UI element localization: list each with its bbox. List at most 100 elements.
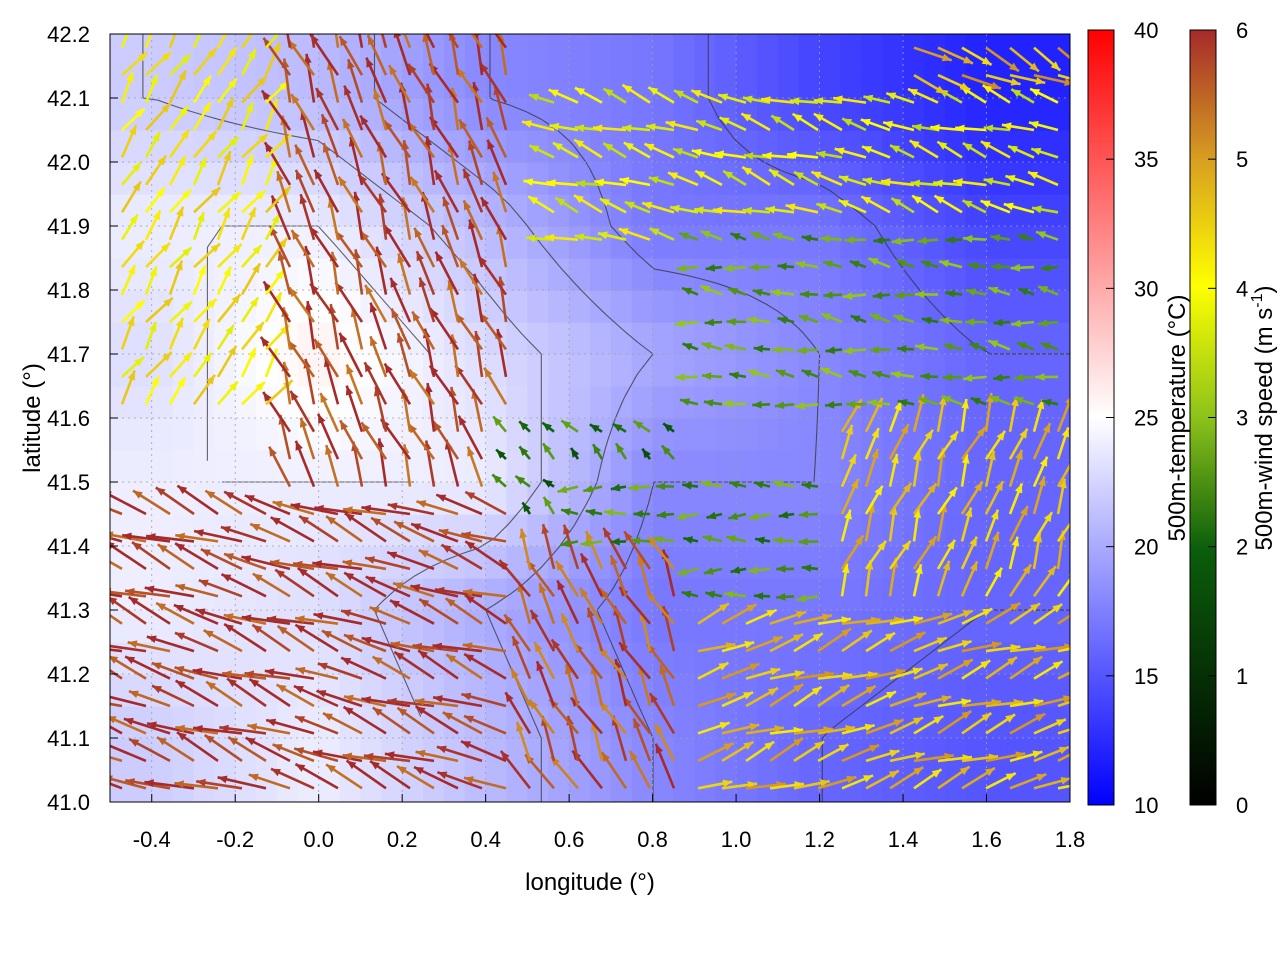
wind-arrow-head (622, 84, 633, 94)
wind-arrow-head (122, 532, 132, 541)
temperature-cell (673, 674, 695, 707)
wind-arrow-head (812, 633, 823, 642)
temperature-cell (297, 578, 320, 611)
temperature-cell (631, 162, 654, 195)
wind-arrow-head (313, 612, 324, 620)
wind-arrow-head (874, 485, 883, 496)
wind-arrow-head (1017, 342, 1027, 350)
temperature-cell (631, 642, 654, 675)
wind-arrow-head (839, 685, 850, 694)
wind-arrow-shaft (110, 702, 123, 708)
temperature-cell (506, 610, 528, 643)
wind-arrow-head (441, 225, 450, 236)
wind-arrow-head (295, 716, 305, 724)
temperature-cell (903, 770, 925, 802)
wind-arrow-head (674, 319, 685, 328)
wind-arrow-head (289, 287, 298, 298)
wind-arrow-head (961, 711, 972, 720)
temperature-cell (798, 386, 821, 419)
temperature-cell (944, 482, 967, 515)
temperature-cell (1049, 610, 1070, 643)
wind-arrow-head (939, 316, 950, 325)
wind-arrow-head (360, 115, 369, 126)
temperature-cell (443, 322, 466, 355)
wind-arrow-head (991, 641, 1002, 649)
wind-arrow-head (1005, 714, 1016, 723)
temperature-cell (256, 642, 278, 675)
temperature-cell (402, 482, 424, 515)
temperature-cell (1007, 290, 1029, 323)
temperature-cell (965, 162, 988, 195)
wind-arrow-head (272, 500, 283, 509)
wind-arrow-head (77, 696, 87, 704)
temperature-cell (610, 450, 633, 483)
wind-arrow-head (752, 400, 762, 409)
wind-arrow-head (249, 679, 260, 688)
wind-arrow-head (210, 187, 221, 197)
temperature-cell (527, 514, 549, 547)
wind-arrow-head (79, 710, 89, 718)
wind-arrow-head (217, 775, 228, 784)
temperature-cell (318, 546, 341, 579)
wind-arrow-head (913, 717, 923, 725)
temperature-cell (110, 450, 132, 483)
wind-arrow-head (1011, 319, 1021, 328)
wind-arrow-head (161, 52, 172, 62)
temperature-cell (819, 194, 842, 227)
wind-arrow-head (1047, 566, 1056, 576)
temperature-cell (527, 738, 549, 771)
temperature-cell (193, 386, 215, 419)
temperature-cell (1049, 322, 1070, 355)
wind-arrow-head (752, 288, 763, 297)
wind-arrow-head (549, 122, 560, 131)
wind-arrow-head (753, 481, 764, 489)
wind-arrow-head (528, 93, 539, 102)
temperature-cell (986, 610, 1008, 643)
wind-arrow-head (833, 95, 843, 104)
temperature-cell (736, 514, 758, 547)
temperature-cell (715, 610, 737, 643)
wind-arrow-head (387, 697, 397, 706)
wind-arrow-head (897, 345, 907, 353)
temperature-cell (798, 546, 821, 579)
wind-arrow-head (182, 352, 192, 362)
wind-arrow-head (322, 143, 331, 153)
temperature-cell (1007, 322, 1029, 355)
wind-arrow-head (946, 539, 955, 550)
x-tick-label: 1.6 (971, 827, 1002, 852)
temperature-cell (694, 674, 716, 707)
wind-arrow-head (231, 294, 241, 304)
wind-arrow-head (722, 779, 733, 788)
wind-arrow-head (676, 264, 686, 273)
y-tick-label: 41.7 (47, 342, 90, 367)
wind-arrow-head (487, 139, 495, 150)
temperature-cell (986, 98, 1008, 131)
temperature-cell (986, 482, 1008, 515)
wind-arrow-head (885, 632, 895, 641)
wind-arrow-head (210, 243, 220, 253)
temperature-cell (715, 34, 737, 67)
temperature-cell (214, 578, 236, 611)
wind-arrow-head (464, 776, 474, 784)
wind-arrow-shaft (110, 744, 147, 763)
temperature-cell (506, 546, 528, 579)
wind-arrow-head (1008, 146, 1019, 154)
temperature-cell (402, 418, 424, 451)
temperature-cell (590, 642, 612, 675)
wind-arrow-head (580, 587, 589, 598)
temperature-cell (110, 354, 132, 387)
temperature-cell (819, 322, 842, 355)
temperature-cell (944, 546, 967, 579)
temperature-cell (130, 738, 153, 771)
wind-arrow-head (560, 539, 570, 548)
wind-arrow-head (653, 535, 663, 544)
wind-arrow-head (868, 258, 879, 266)
temperature-cell (548, 226, 570, 259)
wind-arrow-head (1033, 698, 1044, 707)
temperature-cell (110, 418, 132, 451)
temperature-cell (527, 770, 549, 802)
wind-arrow-head (901, 540, 911, 551)
wind-arrow-head (762, 151, 772, 160)
temperature-cell (965, 290, 988, 323)
